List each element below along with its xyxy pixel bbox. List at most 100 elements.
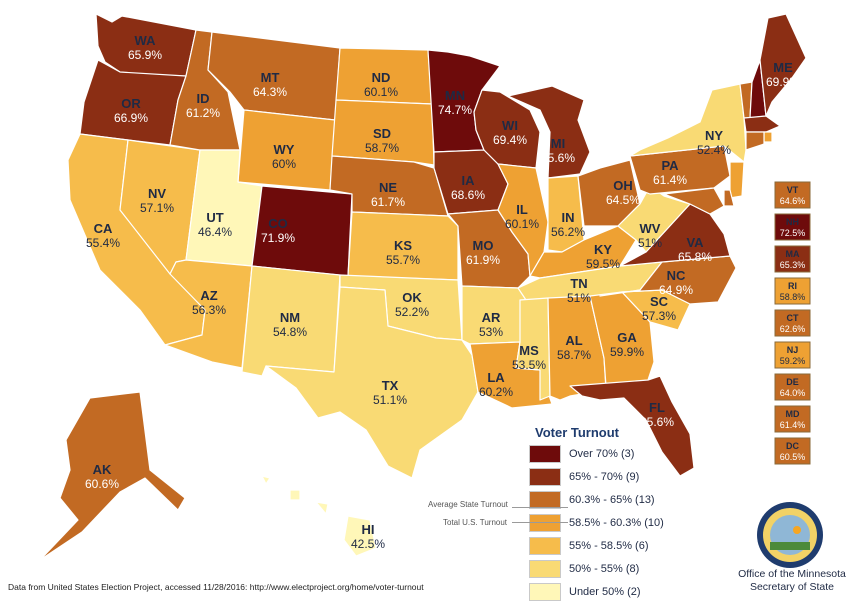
state-de[interactable] bbox=[723, 189, 735, 207]
state-value-ut: 46.4% bbox=[198, 225, 232, 239]
legend: Voter Turnout Over 70% (3) 65% - 70% (9) 6… bbox=[529, 425, 679, 605]
legend-swatch bbox=[529, 560, 561, 578]
state-label-mo: MO bbox=[473, 238, 494, 253]
small-state-box-de[interactable] bbox=[774, 373, 811, 401]
state-value-tn: 51% bbox=[567, 291, 591, 305]
state-label-wa: WA bbox=[135, 33, 157, 48]
state-label-hi: HI bbox=[362, 522, 375, 537]
state-label-wy: WY bbox=[274, 142, 295, 157]
state-value-ar: 53% bbox=[479, 325, 503, 339]
state-fl[interactable] bbox=[569, 375, 695, 477]
legend-label: 55% - 58.5% (6) bbox=[569, 540, 649, 552]
state-label-ok: OK bbox=[402, 290, 422, 305]
state-label-or: OR bbox=[121, 96, 141, 111]
state-value-ky: 59.5% bbox=[586, 257, 620, 271]
legend-item: 55% - 58.5% (6) bbox=[529, 536, 679, 556]
state-value-ca: 55.4% bbox=[86, 236, 120, 250]
total-turnout-label: Total U.S. Turnout bbox=[443, 518, 508, 527]
legend-item: 60.3% - 65% (13) bbox=[529, 490, 679, 510]
state-value-mi: 65.6% bbox=[541, 151, 575, 165]
state-label-al: AL bbox=[565, 333, 582, 348]
small-state-label-ri: RI bbox=[788, 281, 797, 291]
state-label-ks: KS bbox=[394, 238, 412, 253]
state-label-oh: OH bbox=[613, 178, 633, 193]
state-value-ks: 55.7% bbox=[386, 253, 420, 267]
legend-label: 60.3% - 65% (13) bbox=[569, 494, 655, 506]
state-labels: WA65.9%OR66.9%CA55.4%NV57.1%ID61.2%MT64.… bbox=[85, 33, 800, 551]
state-value-id: 61.2% bbox=[186, 106, 220, 120]
state-ri[interactable] bbox=[763, 131, 773, 143]
state-label-fl: FL bbox=[649, 400, 665, 415]
state-label-pa: PA bbox=[661, 158, 679, 173]
office-line-2: Secretary of State bbox=[749, 581, 835, 593]
state-label-me: ME bbox=[773, 60, 793, 75]
state-label-ak: AK bbox=[93, 462, 112, 477]
state-value-ga: 59.9% bbox=[610, 345, 644, 359]
state-value-nm: 54.8% bbox=[273, 325, 307, 339]
state-value-wa: 65.9% bbox=[128, 48, 162, 62]
state-value-tx: 51.1% bbox=[373, 393, 407, 407]
office-line-1: Office of the Minnesota bbox=[738, 568, 846, 580]
state-value-hi: 42.5% bbox=[351, 537, 385, 551]
state-label-in: IN bbox=[562, 210, 575, 225]
small-state-value-ri: 58.8% bbox=[780, 292, 806, 302]
state-label-nv: NV bbox=[148, 186, 166, 201]
state-mi[interactable] bbox=[507, 85, 591, 179]
state-label-ia: IA bbox=[462, 173, 476, 188]
state-value-in: 56.2% bbox=[551, 225, 585, 239]
state-tx[interactable] bbox=[265, 286, 479, 479]
state-value-va: 65.8% bbox=[678, 250, 712, 264]
small-state-box-nh[interactable] bbox=[774, 213, 811, 241]
legend-swatch bbox=[529, 537, 561, 555]
state-label-co: CO bbox=[268, 216, 288, 231]
small-state-box-dc[interactable] bbox=[774, 437, 811, 465]
legend-swatch bbox=[529, 491, 561, 509]
small-state-value-nj: 59.2% bbox=[780, 356, 806, 366]
state-ak[interactable] bbox=[39, 391, 186, 561]
state-label-wv: WV bbox=[640, 221, 661, 236]
small-state-box-vt[interactable] bbox=[774, 181, 811, 209]
small-state-label-ma: MA bbox=[786, 249, 800, 259]
state-sd[interactable] bbox=[331, 99, 435, 166]
state-me[interactable] bbox=[759, 13, 807, 117]
state-hi[interactable] bbox=[261, 475, 377, 557]
average-turnout-label: Average State Turnout bbox=[428, 500, 508, 509]
total-turnout-line bbox=[512, 522, 568, 523]
small-state-box-nj[interactable] bbox=[774, 341, 811, 369]
state-nc[interactable] bbox=[599, 255, 737, 305]
small-state-value-dc: 60.5% bbox=[780, 452, 806, 462]
state-md[interactable] bbox=[663, 187, 725, 215]
state-value-ia: 68.6% bbox=[451, 188, 485, 202]
state-label-az: AZ bbox=[200, 288, 217, 303]
small-state-box-ma[interactable] bbox=[774, 245, 811, 273]
state-value-sc: 57.3% bbox=[642, 309, 676, 323]
small-state-label-ct: CT bbox=[787, 313, 799, 323]
state-label-sd: SD bbox=[373, 126, 391, 141]
state-nj[interactable] bbox=[729, 161, 745, 199]
small-state-value-md: 61.4% bbox=[780, 420, 806, 430]
state-il[interactable] bbox=[497, 163, 549, 277]
small-state-box-md[interactable] bbox=[774, 405, 811, 433]
state-ct[interactable] bbox=[745, 131, 765, 151]
state-label-tx: TX bbox=[382, 378, 399, 393]
office-credit: Office of the Minnesota Secretary of Sta… bbox=[722, 568, 858, 594]
small-state-box-ri[interactable] bbox=[774, 277, 811, 305]
state-label-mi: MI bbox=[551, 136, 565, 151]
state-label-ut: UT bbox=[206, 210, 223, 225]
legend-label: Over 70% (3) bbox=[569, 448, 635, 460]
state-label-ga: GA bbox=[617, 330, 637, 345]
state-ma[interactable] bbox=[743, 115, 781, 133]
state-value-al: 58.7% bbox=[557, 348, 591, 362]
state-value-mo: 61.9% bbox=[466, 253, 500, 267]
small-state-value-nh: 72.5% bbox=[780, 228, 806, 238]
state-value-mn: 74.7% bbox=[438, 103, 472, 117]
state-ks[interactable] bbox=[347, 211, 459, 281]
small-state-box-ct[interactable] bbox=[774, 309, 811, 337]
average-turnout-line bbox=[512, 507, 568, 508]
legend-swatch bbox=[529, 468, 561, 486]
state-value-co: 71.9% bbox=[261, 231, 295, 245]
state-value-az: 56.3% bbox=[192, 303, 226, 317]
state-value-nv: 57.1% bbox=[140, 201, 174, 215]
small-state-label-vt: VT bbox=[787, 185, 799, 195]
